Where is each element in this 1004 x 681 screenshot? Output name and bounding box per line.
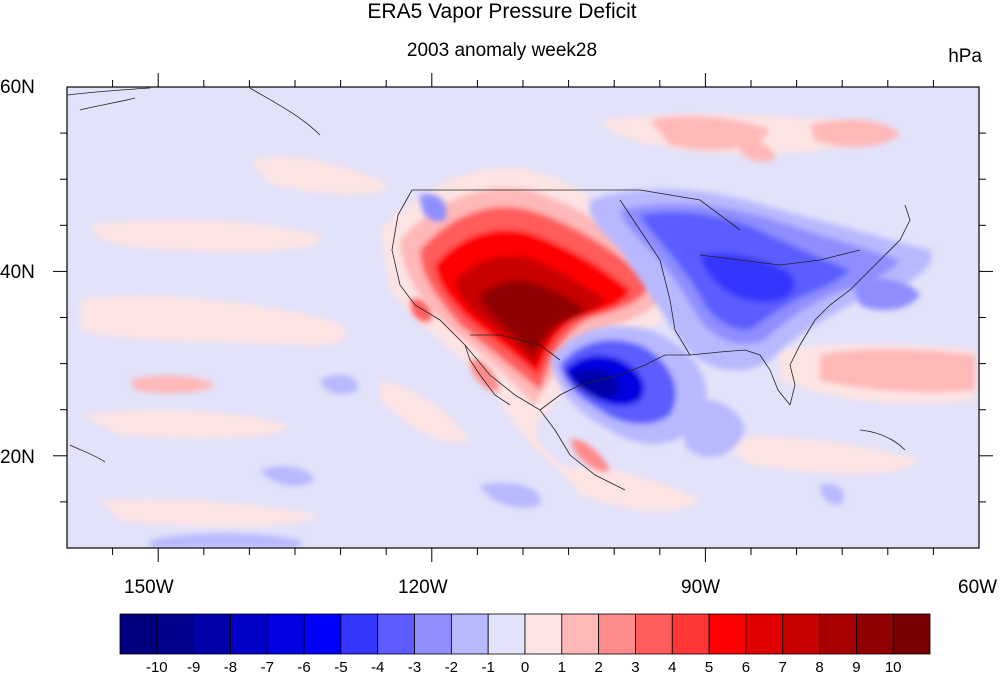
colorbar-swatch (156, 613, 195, 655)
coastlines (67, 87, 911, 491)
colorbar-swatch (745, 613, 784, 655)
colorbar-tick-label: -5 (334, 659, 348, 676)
colorbar-swatch (524, 613, 563, 655)
colorbar-swatch (671, 613, 710, 655)
map-subtitle: 2003 anomaly week28 (406, 40, 598, 61)
colorbar-tick-label: -4 (371, 659, 385, 676)
colorbar-swatch (303, 613, 342, 655)
colorbar-tick-label: 1 (557, 659, 566, 676)
colorbar-swatch (561, 613, 600, 655)
colorbar-swatch (598, 613, 636, 655)
colorbar-tick-label: -7 (260, 659, 274, 676)
texas-cool-anomaly (550, 326, 707, 444)
colorbar-tick-label: 0 (520, 659, 530, 676)
southwest-heat-anomaly (380, 168, 692, 491)
colorbar-swatch (340, 613, 379, 655)
colorbar-swatch (377, 613, 415, 655)
colorbar-swatch (414, 613, 452, 655)
baja-coastal-anomaly (410, 298, 610, 472)
colorbar-swatch (266, 613, 305, 655)
colorbar-tick-label: -9 (186, 659, 201, 676)
colorbar-tick-label: 9 (852, 659, 861, 676)
colorbar-swatch (819, 613, 857, 655)
colorbar-swatch (193, 613, 231, 655)
colorbar-swatch (635, 613, 673, 655)
colorbar-swatch (892, 613, 931, 655)
units-label: hPa (948, 46, 982, 67)
map-title: ERA5 Vapor Pressure Deficit (367, 0, 637, 23)
lon-label-150w: 150W (124, 577, 174, 598)
lon-label-90w: 90W (681, 577, 721, 598)
colorbar-tick-label: -3 (407, 659, 422, 676)
lat-label-40n: 40N (0, 262, 35, 283)
colorbar-tick-label: 4 (668, 659, 677, 676)
eastern-cool-anomaly (420, 189, 932, 371)
colorbar-tick-label: -10 (145, 659, 168, 676)
colorbar-tick-label: 5 (704, 659, 714, 676)
colorbar-tick-label: 2 (594, 659, 603, 676)
lon-label-120w: 120W (398, 577, 448, 598)
colorbar-swatch (782, 613, 820, 655)
axis-ticks (53, 73, 993, 562)
colorbar-tick-label: 3 (631, 659, 640, 676)
moderate-positive-anomalies (130, 116, 975, 394)
lon-label-60w: 60W (958, 577, 998, 598)
colorbar-tick-label: 7 (778, 659, 787, 676)
colorbar-tick-label: 10 (884, 659, 902, 676)
colorbar-tick-label: -6 (297, 659, 311, 676)
colorbar-swatch (708, 613, 747, 655)
colorbar-swatch (230, 613, 268, 655)
colorbar-tick-label: -1 (481, 659, 495, 676)
colorbar-tick-label: -8 (223, 659, 238, 676)
lat-label-60n: 60N (0, 77, 35, 98)
colorbar-swatch (487, 613, 526, 655)
colorbar-swatch (855, 613, 894, 655)
colorbar-tick-label: -2 (444, 659, 459, 676)
lat-label-20n: 20N (0, 447, 35, 468)
colorbar-tick-label: 6 (741, 659, 751, 676)
colorbar-swatch (450, 613, 489, 655)
colorbar-swatch (119, 613, 158, 655)
colorbar (119, 613, 931, 655)
colorbar-tick-label: 8 (815, 659, 824, 676)
scattered-cool-patches (150, 374, 844, 548)
